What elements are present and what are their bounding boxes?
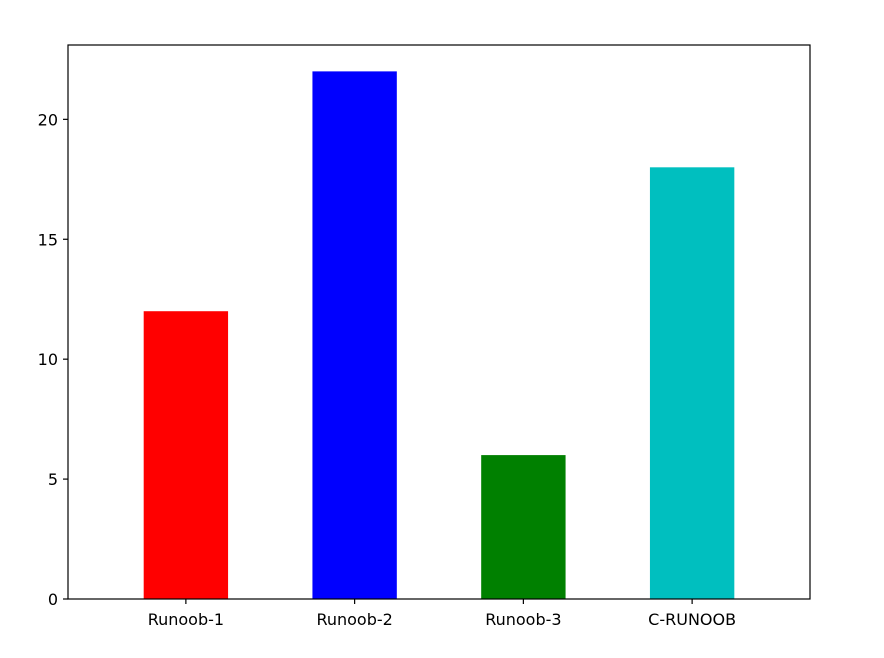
bar-runoob-1 <box>143 311 229 599</box>
y-tick-label: 5 <box>48 470 58 489</box>
x-tick-label: Runoob-1 <box>148 610 224 629</box>
bar-runoob-3 <box>481 455 566 599</box>
bar-c-runoob <box>649 167 735 599</box>
y-tick-label: 20 <box>38 110 58 129</box>
plot-frame <box>67 44 811 600</box>
y-tick-label: 10 <box>38 350 58 369</box>
x-tick-label: C-RUNOOB <box>648 610 736 629</box>
y-tick-label: 0 <box>48 590 58 609</box>
bar-runoob-2 <box>312 71 397 599</box>
x-tick-label: Runoob-3 <box>485 610 561 629</box>
x-axis: Runoob-1 Runoob-2 Runoob-3 C-RUNOOB <box>148 599 736 629</box>
bars-group <box>143 71 735 599</box>
y-tick-label: 15 <box>38 230 58 249</box>
x-tick-label: Runoob-2 <box>316 610 392 629</box>
y-axis: 0 5 10 15 20 <box>38 110 68 609</box>
